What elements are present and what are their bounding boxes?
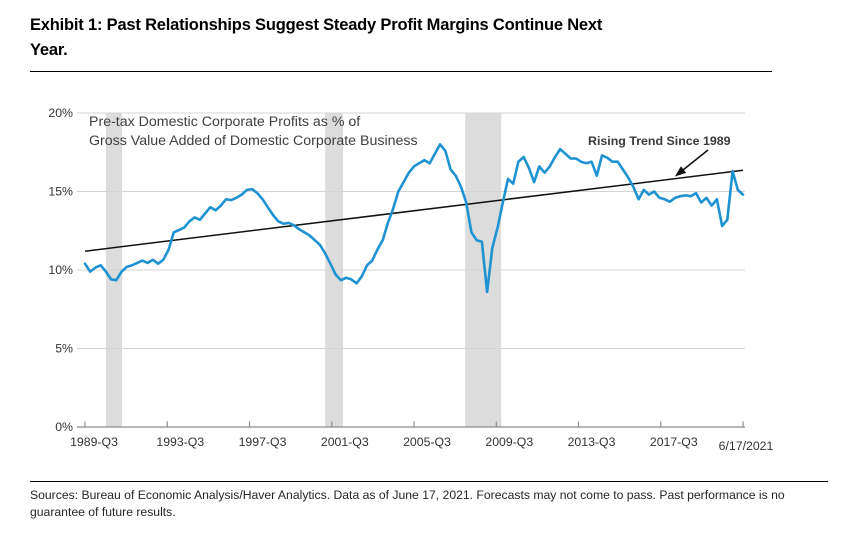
gridlines xyxy=(77,112,745,349)
x-tick-label: 2017-Q3 xyxy=(650,435,698,449)
series-label: Pre-tax Domestic Corporate Profits as % … xyxy=(89,113,489,151)
annotation-arrow xyxy=(675,149,709,177)
footer-sources-line1: Sources: Bureau of Economic Analysis/Hav… xyxy=(30,488,785,502)
annotation-arrow-line xyxy=(682,149,709,171)
y-tick-label: 10% xyxy=(48,263,73,277)
x-end-label: 6/17/2021 xyxy=(719,439,774,453)
x-tick-label: 1997-Q3 xyxy=(239,435,287,449)
y-tick-label: 5% xyxy=(55,342,73,356)
profit-margin-series xyxy=(83,143,745,294)
x-tick-label: 2005-Q3 xyxy=(403,435,451,449)
x-tick-label: 2009-Q3 xyxy=(485,435,533,449)
footer-rule xyxy=(30,481,828,482)
y-tick-label: 0% xyxy=(55,420,73,434)
exhibit-title-line2: Year. xyxy=(30,41,68,59)
y-tick-label: 20% xyxy=(48,106,73,120)
trend-line xyxy=(84,169,744,252)
title-underline xyxy=(30,71,772,72)
x-tick-label: 1989-Q3 xyxy=(70,435,118,449)
x-axis xyxy=(77,421,745,428)
series-label-line1: Pre-tax Domestic Corporate Profits as % … xyxy=(89,114,361,130)
x-axis-labels: 1989-Q3 1993-Q3 1997-Q3 2001-Q3 2005-Q3 2009-… xyxy=(70,435,773,453)
profit-margin-chart: 1989-Q3 1993-Q3 1997-Q3 2001-Q3 2005-Q3 2009-… xyxy=(48,106,773,453)
exhibit-title: Exhibit 1: Past Relationships Suggest St… xyxy=(30,13,790,63)
x-tick-label: 2001-Q3 xyxy=(321,435,369,449)
y-axis-labels: 0% 5% 10% 15% 20% xyxy=(48,106,73,434)
footer-sources: Sources: Bureau of Economic Analysis/Hav… xyxy=(30,487,842,520)
exhibit-title-line1: Exhibit 1: Past Relationships Suggest St… xyxy=(30,16,603,34)
x-tick-label: 2013-Q3 xyxy=(568,435,616,449)
y-tick-label: 15% xyxy=(48,185,73,199)
series-label-line2: Gross Value Added of Domestic Corporate … xyxy=(89,133,418,149)
annotation-arrow-head xyxy=(675,166,687,177)
trend-annotation-label: Rising Trend Since 1989 xyxy=(588,134,731,148)
x-tick-label: 1993-Q3 xyxy=(156,435,204,449)
footer-sources-line2: guarantee of future results. xyxy=(30,504,176,519)
